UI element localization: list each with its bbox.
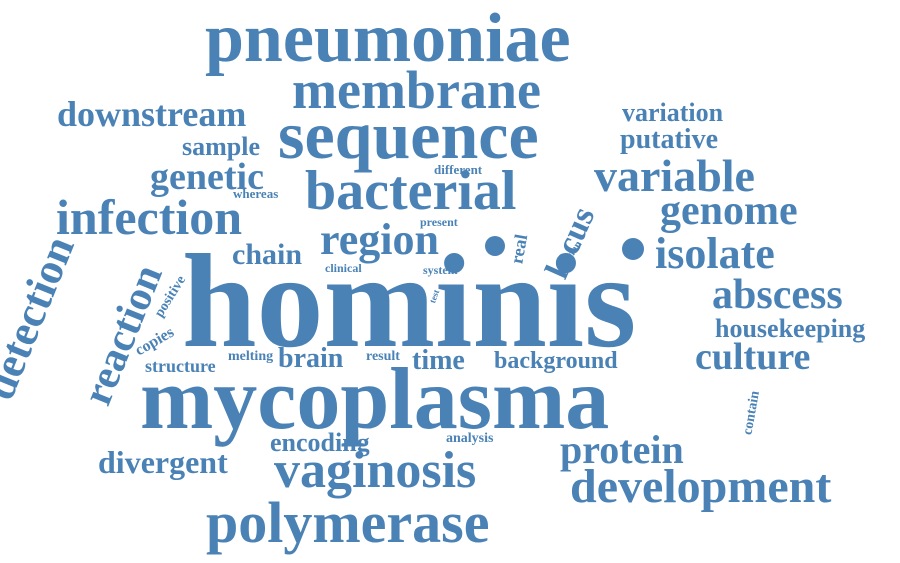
word-clinical: clinical: [325, 261, 362, 275]
word-vaginosis: vaginosis: [274, 442, 477, 499]
word-background: background: [494, 348, 618, 374]
word-downstream: downstream: [57, 94, 247, 134]
dot-mark: [622, 238, 644, 260]
word-development: development: [570, 460, 832, 513]
word-region: region: [320, 215, 439, 264]
word-variable: variable: [594, 150, 755, 201]
word-detection: detection: [0, 229, 84, 407]
word-protein: protein: [560, 427, 684, 472]
word-membrane: membrane: [292, 60, 541, 120]
word-analysis: analysis: [446, 431, 494, 446]
word-genetic: genetic: [150, 156, 264, 198]
word-polymerase: polymerase: [206, 490, 490, 555]
word-result: result: [366, 349, 400, 364]
word-genome: genome: [660, 188, 798, 234]
word-structure: structure: [145, 356, 216, 376]
word-isolate: isolate: [655, 229, 775, 278]
word-melting: melting: [228, 349, 274, 364]
word-encoding: encoding: [270, 428, 370, 457]
word-abscess: abscess: [712, 272, 843, 318]
word-divergent: divergent: [98, 444, 228, 480]
word-present: present: [420, 215, 458, 229]
word-chain: chain: [232, 238, 303, 271]
dot-mark: [485, 236, 505, 256]
word-real: real: [506, 232, 532, 266]
word-whereas: whereas: [233, 186, 279, 201]
word-infection: infection: [56, 189, 243, 245]
word-culture: culture: [695, 336, 811, 378]
word-system: system: [423, 263, 458, 277]
word-bacterial: bacterial: [305, 160, 517, 222]
word-variation: variation: [622, 98, 724, 127]
word-putative: putative: [620, 124, 718, 155]
word-different: different: [434, 162, 483, 177]
word-brain: brain: [278, 343, 344, 374]
word-sample: sample: [182, 132, 260, 161]
word-mycoplasma: mycoplasma: [140, 351, 610, 448]
word-pneumoniae: pneumoniae: [205, 0, 571, 77]
word-time: time: [412, 345, 465, 376]
word-housekeeping: housekeeping: [715, 314, 866, 343]
word-sequence: sequence: [278, 97, 539, 173]
word-hominis: hominis: [182, 227, 637, 375]
word-contain: contain: [740, 389, 763, 437]
